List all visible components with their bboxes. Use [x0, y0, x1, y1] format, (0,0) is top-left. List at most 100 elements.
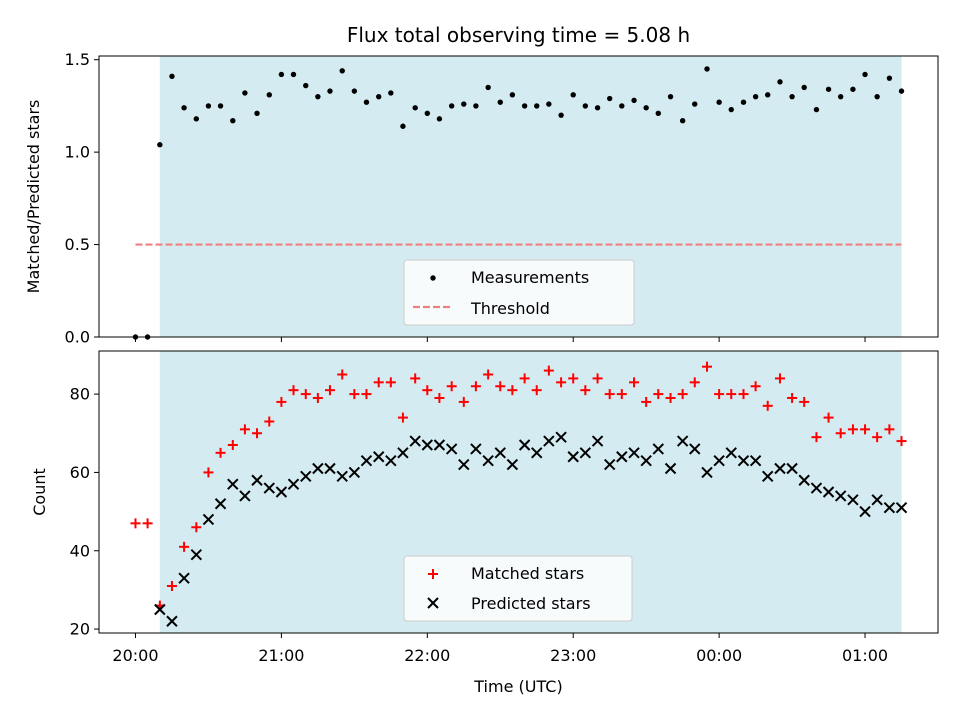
- x-stroke: [427, 597, 439, 609]
- measurement-point: [327, 88, 333, 94]
- measurement-point: [886, 75, 893, 81]
- predicted-star-point: [421, 439, 434, 451]
- predicted-star-point: [336, 470, 348, 483]
- matched-star-point: [872, 432, 883, 443]
- measurement-point: [789, 93, 795, 100]
- measurement-point: [521, 103, 528, 109]
- x-stroke: [324, 462, 336, 475]
- measurement-point: [339, 68, 345, 74]
- predicted-star-point: [287, 478, 300, 490]
- x-stroke: [895, 501, 908, 514]
- measurement-point: [534, 103, 540, 109]
- measurement-point: [509, 92, 516, 98]
- measurement-point: [582, 103, 589, 109]
- legend-label-predicted-stars: Predicted stars: [471, 594, 591, 613]
- x-stroke: [227, 478, 239, 490]
- measurement-point: [412, 105, 418, 111]
- matched-star-point: [556, 377, 567, 388]
- matched-star-point: [519, 373, 530, 384]
- matched-star-point: [750, 381, 761, 392]
- x-stroke: [336, 470, 348, 483]
- measurement-point: [254, 110, 260, 117]
- matched-star-point: [142, 518, 153, 529]
- matched-star-point: [446, 381, 457, 392]
- top-x-axis-ticks: [134, 337, 866, 342]
- matched-star-point: [847, 424, 858, 435]
- predicted-star-point: [166, 615, 178, 627]
- x-stroke: [603, 458, 616, 471]
- y-tick-label: 80: [70, 385, 90, 404]
- predicted-star-point: [591, 435, 604, 447]
- matched-star-point: [823, 412, 834, 423]
- measurement-point: [813, 106, 820, 113]
- matched-star-point: [324, 385, 335, 396]
- matched-star-point: [543, 365, 554, 376]
- matched-star-point: [191, 522, 202, 533]
- measurement-point: [388, 90, 394, 96]
- predicted-star-point: [385, 454, 397, 467]
- measurement-point: [363, 99, 370, 105]
- x-stroke: [178, 572, 190, 584]
- measurement-point: [631, 97, 637, 104]
- measurement-point: [424, 110, 431, 117]
- predicted-star-point: [859, 505, 871, 518]
- matched-star-point: [507, 385, 518, 396]
- x-stroke: [774, 462, 786, 475]
- measurement-point: [278, 71, 285, 78]
- x-tick-label: 00:00: [696, 646, 742, 665]
- legend-marker-matched-stars: [428, 569, 438, 579]
- top-plot-frame: [98, 55, 939, 338]
- y-tick-label: 1.0: [65, 143, 90, 162]
- matched-star-point: [264, 416, 275, 427]
- predicted-star-point: [786, 462, 798, 475]
- predicted-star-point: [543, 435, 555, 447]
- matched-star-point: [580, 385, 591, 396]
- x-stroke: [287, 478, 300, 490]
- x-axis-label: Time (UTC): [473, 677, 562, 696]
- x-stroke: [859, 505, 871, 518]
- measurement-point: [497, 99, 503, 105]
- matched-star-point: [276, 396, 287, 407]
- predicted-star-point: [397, 447, 409, 459]
- measurement-point: [777, 79, 783, 85]
- legend-label-threshold: Threshold: [470, 299, 550, 318]
- measurements-series: [132, 66, 905, 340]
- x-tick-label: 21:00: [258, 646, 304, 665]
- x-stroke: [762, 470, 774, 483]
- x-stroke: [385, 454, 397, 467]
- matched-star-point: [726, 389, 737, 400]
- x-stroke: [640, 454, 652, 467]
- x-stroke: [239, 490, 251, 502]
- x-stroke: [749, 454, 762, 467]
- predicted-star-point: [664, 462, 677, 475]
- legend-marker-predicted-stars: [427, 597, 439, 609]
- x-stroke: [409, 435, 421, 447]
- matched-star-point: [227, 440, 238, 450]
- matched-star-point: [629, 377, 640, 388]
- matched-star-point: [677, 389, 688, 400]
- matched-star-point: [665, 393, 676, 403]
- x-stroke: [543, 435, 555, 447]
- matched-star-point: [166, 581, 177, 591]
- x-stroke: [482, 454, 494, 467]
- measurement-point: [850, 86, 856, 92]
- predicted-star-point: [883, 501, 896, 514]
- measurement-point: [765, 92, 771, 98]
- predicted-star-point: [482, 454, 494, 467]
- x-stroke: [725, 447, 737, 459]
- measurement-point: [704, 66, 710, 72]
- measurement-point: [205, 103, 212, 109]
- measurement-point: [606, 95, 613, 102]
- predicted-star-point: [445, 443, 458, 455]
- matched-star-point: [312, 393, 323, 403]
- measurement-point: [862, 71, 868, 78]
- matched-stars-series: [130, 361, 907, 611]
- measurement-point: [303, 82, 309, 89]
- predicted-star-point: [822, 486, 835, 498]
- measurement-point: [655, 110, 661, 117]
- x-stroke: [373, 451, 385, 463]
- predicted-star-point: [360, 454, 373, 467]
- measurement-point: [315, 93, 321, 100]
- predicted-star-point: [531, 447, 543, 459]
- measurement-point: [193, 116, 200, 122]
